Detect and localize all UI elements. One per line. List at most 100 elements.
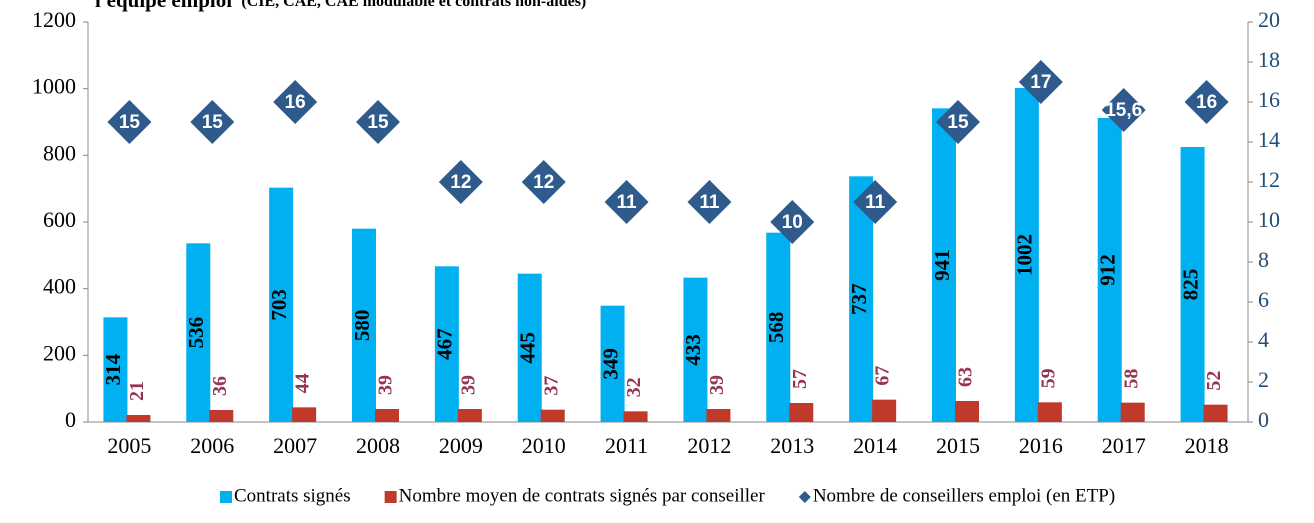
marker-label: 15: [367, 112, 389, 133]
diamond-marker: [521, 160, 566, 204]
bar-value-label: 445: [516, 332, 540, 364]
y2-tick-label: 14: [1258, 127, 1280, 152]
bar-value-label: 21: [126, 381, 148, 401]
x-tick-label: 2011: [605, 433, 648, 458]
bar-value-label: 912: [1096, 254, 1120, 286]
diamond-marker: [190, 100, 235, 144]
bar-value-label: 467: [433, 328, 457, 360]
y2-tick-label: 2: [1258, 367, 1269, 392]
bar-value-label: 568: [764, 312, 788, 344]
bar: [352, 228, 376, 422]
bar-value-label: 39: [375, 375, 397, 395]
diamond-marker: [1184, 80, 1229, 124]
bar: [1203, 404, 1228, 422]
bar-value-label: 314: [101, 353, 125, 385]
y-tick-label: 0: [65, 407, 76, 432]
bar: [292, 407, 317, 422]
y2-tick-label: 10: [1258, 207, 1280, 232]
diamond-marker: [273, 80, 318, 124]
bar: [1097, 118, 1122, 422]
y-tick-label: 1000: [32, 74, 76, 99]
diamond-marker: [1018, 60, 1063, 104]
chart-title: l'équipe emploi (CIE, CAE, CAE modulable…: [95, 0, 586, 12]
bar-value-label: 32: [623, 377, 645, 397]
y-tick-label: 1200: [32, 7, 76, 32]
x-tick-label: 2018: [1185, 433, 1229, 458]
x-tick-label: 2016: [1019, 433, 1063, 458]
bar-value-label: 36: [209, 376, 231, 396]
bar: [683, 277, 708, 422]
marker-label: 10: [782, 212, 803, 233]
x-tick-label: 2015: [936, 433, 980, 458]
bar: [1014, 88, 1039, 422]
bar: [706, 409, 731, 422]
bar-value-label: 580: [350, 310, 374, 342]
bar: [1037, 402, 1062, 422]
diamond-marker: [438, 160, 483, 204]
diamond-marker: [107, 100, 152, 144]
x-tick-label: 2017: [1102, 433, 1146, 458]
bar-value-label: 536: [184, 317, 208, 349]
bar-value-label: 825: [1178, 269, 1202, 301]
legend-label: Nombre de conseillers emploi (en ETP): [813, 485, 1115, 506]
bar-value-label: 349: [598, 348, 622, 380]
x-tick-label: 2013: [770, 433, 814, 458]
x-tick-label: 2012: [687, 433, 731, 458]
bar-value-label: 59: [1037, 368, 1059, 388]
marker-label: 12: [450, 172, 471, 193]
bar-value-label: 1002: [1013, 234, 1037, 276]
diamond-marker: [604, 180, 649, 224]
bar-value-label: 52: [1203, 371, 1225, 391]
title: l'équipe emploi: [95, 0, 232, 12]
legend-label: Nombre moyen de contrats signés par cons…: [399, 485, 766, 506]
bar-value-label: 39: [457, 375, 479, 395]
bar: [434, 266, 459, 422]
bar: [269, 187, 294, 422]
bar-value-label: 44: [292, 373, 314, 393]
diamond-marker: [853, 180, 898, 224]
y2-tick-label: 18: [1258, 47, 1280, 72]
y-tick-label: 400: [43, 274, 76, 299]
y2-tick-label: 4: [1258, 327, 1269, 352]
marker-label: 15: [202, 112, 224, 133]
bar: [600, 305, 625, 422]
marker-label: 12: [533, 172, 554, 193]
bar: [375, 409, 399, 422]
x-tick-label: 2006: [190, 433, 234, 458]
legend-marker: [384, 491, 397, 503]
bar: [789, 403, 814, 422]
marker-label: 17: [1030, 72, 1051, 93]
bar: [103, 317, 128, 422]
y-tick-label: 200: [43, 340, 76, 365]
bar: [457, 409, 482, 422]
x-tick-label: 2008: [356, 433, 400, 458]
bar: [932, 108, 956, 422]
bar: [872, 399, 897, 422]
y2-tick-label: 0: [1258, 407, 1269, 432]
x-tick-label: 2009: [439, 433, 483, 458]
diamond-marker: [687, 180, 732, 224]
x-tick-label: 2005: [107, 433, 151, 458]
bar-value-label: 37: [540, 376, 562, 396]
bar: [209, 410, 234, 422]
bar-value-label: 67: [872, 366, 894, 386]
marker-label: 15,6: [1105, 100, 1142, 121]
legend-marker: [220, 491, 232, 503]
marker-label: 16: [1196, 92, 1217, 113]
marker-label: 11: [865, 192, 886, 213]
bar: [1180, 147, 1205, 422]
marker-label: 11: [699, 192, 720, 213]
bar-value-label: 63: [955, 367, 977, 387]
x-tick-label: 2014: [853, 433, 897, 458]
bar-value-label: 57: [789, 369, 811, 389]
x-tick-label: 2007: [273, 433, 317, 458]
y2-tick-label: 6: [1258, 287, 1269, 312]
bar: [540, 409, 565, 422]
bar: [623, 411, 648, 422]
y2-tick-label: 8: [1258, 247, 1269, 272]
subtitle: (CIE, CAE, CAE modulable et contrats non…: [241, 0, 586, 10]
bar: [126, 415, 151, 422]
y2-tick-label: 20: [1258, 7, 1280, 32]
bar: [955, 401, 979, 422]
